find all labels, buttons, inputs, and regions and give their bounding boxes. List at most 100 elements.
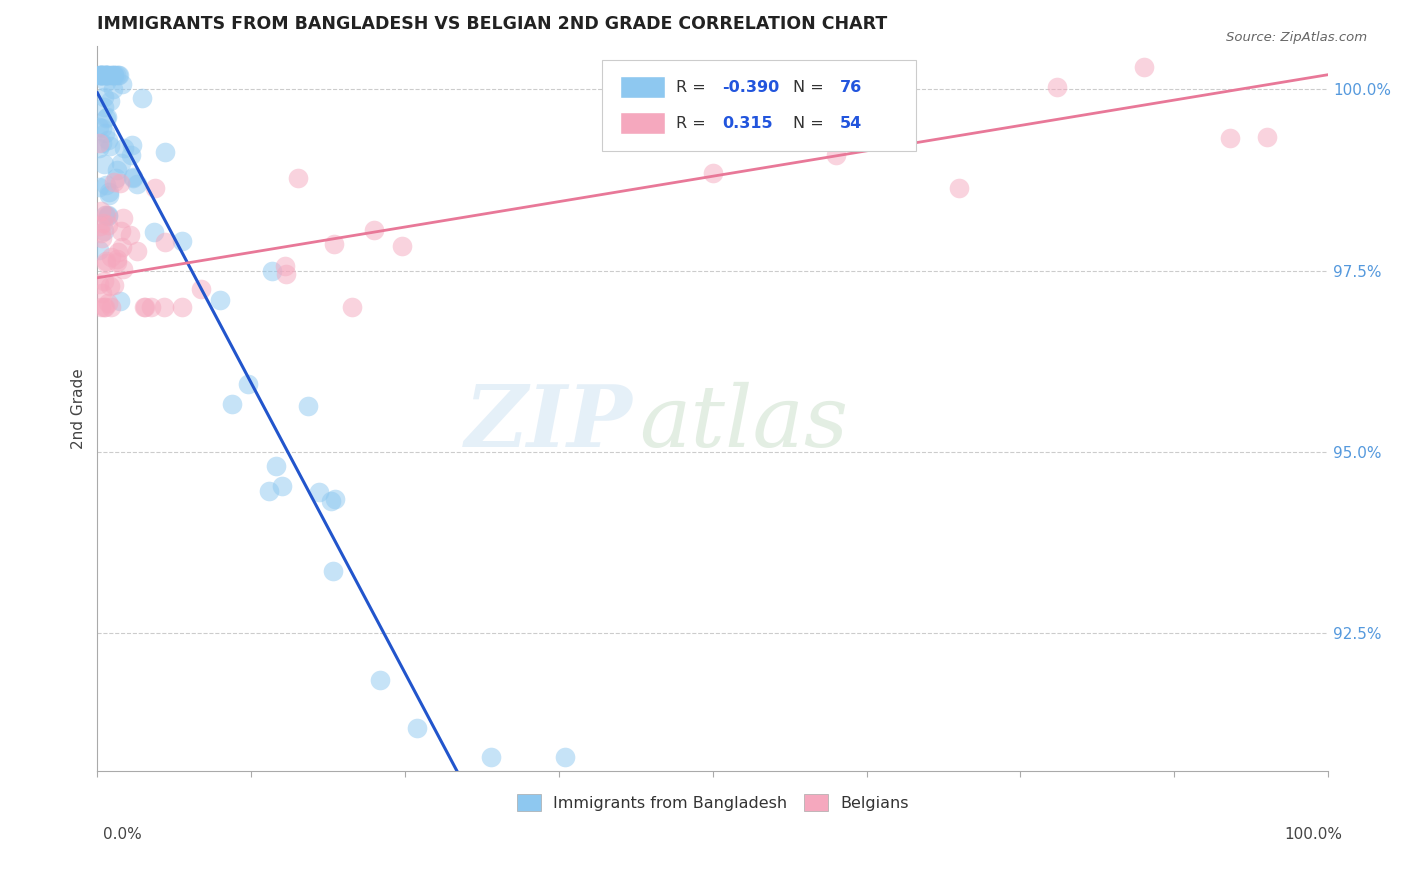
Point [93,224,115,238]
Point [323,236,346,251]
Point [121,169,143,184]
Text: -0.390: -0.390 [723,79,780,95]
Point [101,81,124,95]
Point [323,491,346,506]
Point [554,749,576,764]
Point [125,244,148,258]
Point [89,219,111,233]
Point [153,300,176,314]
Text: N =: N = [793,116,828,131]
Point [172,300,194,314]
Point [96,111,118,125]
Point [105,68,128,82]
Point [121,171,143,186]
Point [94,111,117,125]
Point [105,163,128,178]
Point [94,208,117,222]
Point [87,179,110,194]
Point [100,68,122,82]
Point [271,479,294,493]
Point [93,68,115,82]
Text: atlas: atlas [638,382,848,464]
Point [824,148,846,162]
Point [89,68,111,82]
Point [90,68,112,82]
Point [91,231,114,245]
Point [105,252,128,266]
Point [274,267,297,281]
Point [262,264,284,278]
Point [94,300,117,314]
Point [93,89,115,103]
Point [111,261,134,276]
Point [96,178,118,192]
Point [96,68,118,82]
Point [96,209,118,223]
Point [1219,131,1241,145]
Point [105,170,128,185]
Text: N =: N = [793,79,828,95]
Point [264,459,287,474]
Point [98,94,121,108]
Point [87,243,110,257]
Point [101,68,124,82]
Point [110,176,132,190]
Point [105,254,128,268]
Point [297,399,319,413]
Point [100,300,122,314]
Point [103,175,125,189]
Text: R =: R = [676,116,710,131]
Y-axis label: 2nd Grade: 2nd Grade [72,368,86,449]
Bar [620,76,665,98]
Point [112,211,135,226]
Point [103,68,125,82]
Point [96,68,118,82]
Point [89,136,111,151]
Text: 0.0%: 0.0% [103,827,142,841]
Text: R =: R = [676,79,710,95]
Point [308,485,330,500]
Text: 0.315: 0.315 [723,116,773,131]
Point [87,120,110,135]
Point [98,139,121,153]
Point [90,68,112,82]
Point [120,148,142,162]
Point [98,279,121,293]
FancyBboxPatch shape [602,60,915,151]
Text: IMMIGRANTS FROM BANGLADESH VS BELGIAN 2ND GRADE CORRELATION CHART: IMMIGRANTS FROM BANGLADESH VS BELGIAN 2N… [97,15,887,33]
Point [97,296,120,310]
Point [259,483,281,498]
Point [87,277,110,291]
Point [97,68,120,82]
Point [108,293,131,308]
Point [103,68,125,82]
Text: 76: 76 [839,79,862,95]
Point [89,141,111,155]
Point [97,208,120,222]
Point [1256,130,1278,145]
Bar [620,112,665,134]
Legend: Immigrants from Bangladesh, Belgians: Immigrants from Bangladesh, Belgians [510,789,915,817]
Point [91,136,114,150]
Point [91,68,114,82]
Point [479,749,502,764]
Point [94,254,117,268]
Point [132,300,155,314]
Point [1132,61,1154,75]
Point [98,188,121,202]
Point [118,228,141,243]
Point [121,138,143,153]
Point [94,255,117,269]
Point [209,293,232,307]
Point [1046,80,1069,95]
Point [90,68,112,82]
Point [274,259,297,273]
Point [287,170,309,185]
Point [319,494,342,508]
Point [108,68,131,82]
Point [131,91,153,105]
Point [221,397,243,411]
Point [322,565,344,579]
Text: Source: ZipAtlas.com: Source: ZipAtlas.com [1226,31,1367,45]
Point [391,239,413,253]
